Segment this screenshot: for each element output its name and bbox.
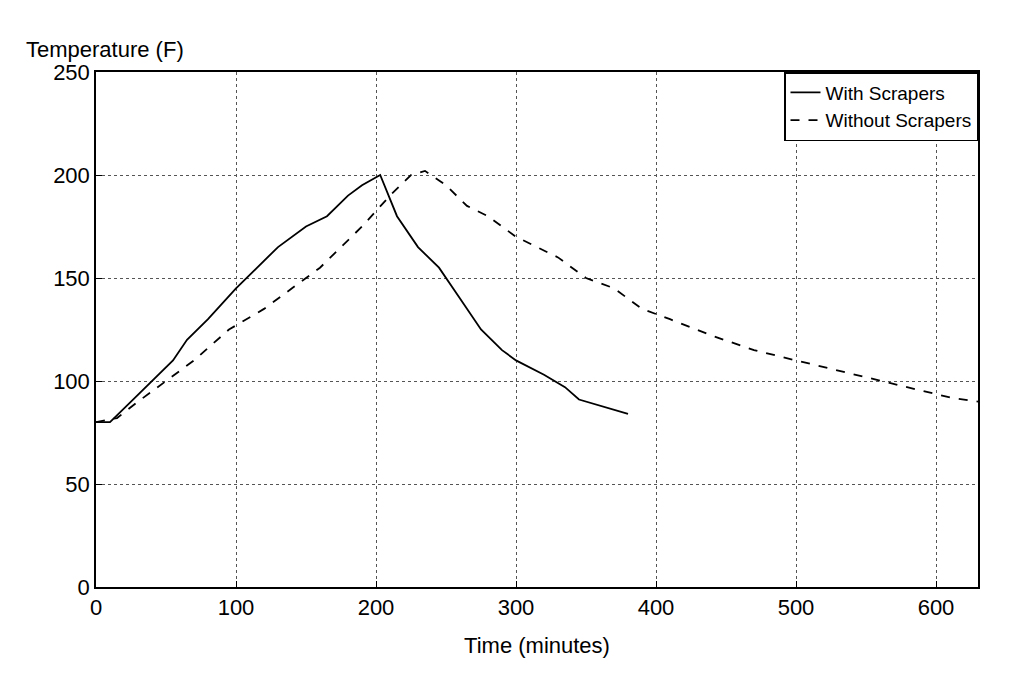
svg-text:Temperature (F): Temperature (F) bbox=[26, 37, 184, 62]
svg-text:Without Scrapers: Without Scrapers bbox=[826, 110, 972, 131]
svg-text:50: 50 bbox=[65, 472, 89, 497]
svg-text:150: 150 bbox=[53, 266, 90, 291]
svg-text:Time (minutes): Time (minutes) bbox=[464, 633, 610, 658]
svg-text:With Scrapers: With Scrapers bbox=[826, 83, 945, 104]
svg-text:0: 0 bbox=[90, 595, 102, 620]
svg-text:0: 0 bbox=[78, 575, 90, 600]
svg-text:250: 250 bbox=[53, 60, 90, 85]
svg-text:400: 400 bbox=[638, 595, 675, 620]
svg-text:100: 100 bbox=[53, 369, 90, 394]
svg-text:200: 200 bbox=[358, 595, 395, 620]
svg-text:200: 200 bbox=[53, 163, 90, 188]
svg-text:300: 300 bbox=[498, 595, 535, 620]
svg-text:600: 600 bbox=[918, 595, 955, 620]
svg-text:500: 500 bbox=[778, 595, 815, 620]
svg-text:100: 100 bbox=[218, 595, 255, 620]
